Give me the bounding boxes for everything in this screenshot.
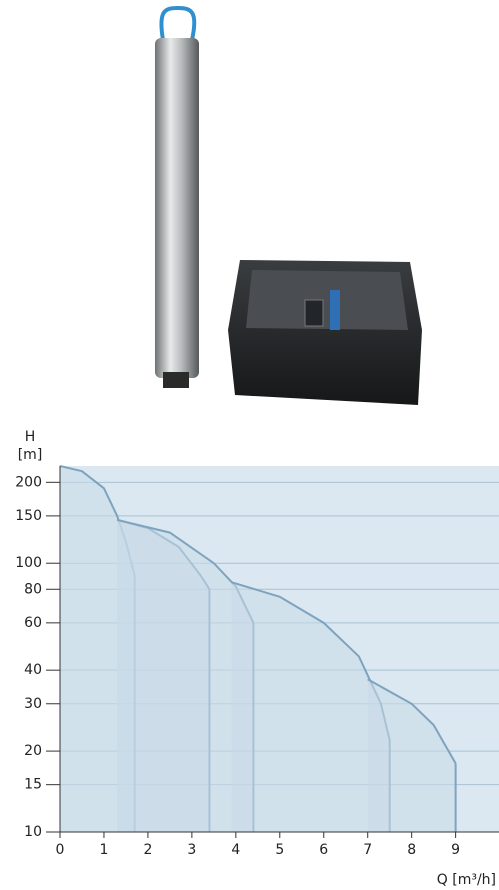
controller-face	[246, 270, 408, 330]
controller-panel	[330, 290, 340, 330]
x-tick-label: 6	[319, 842, 328, 858]
y-axis-unit: [m]	[18, 447, 43, 463]
x-tick-label: 9	[451, 842, 460, 858]
curve	[367, 678, 457, 764]
area	[117, 519, 254, 832]
x-tick-label: 7	[363, 842, 372, 858]
y-tick-label: 80	[24, 581, 42, 597]
y-tick-label: 200	[15, 474, 42, 490]
x-tick-label: 1	[99, 842, 108, 858]
x-tick-label: 5	[275, 842, 284, 858]
x-tick-label: 4	[231, 842, 240, 858]
y-tick-label: 20	[24, 743, 42, 759]
product-photo	[155, 5, 422, 405]
y-tick-label: 40	[24, 662, 42, 678]
area	[367, 679, 456, 832]
pump-foot	[163, 372, 189, 388]
y-tick-label: 60	[24, 615, 42, 631]
pump-body	[155, 38, 199, 378]
controller-display	[304, 299, 324, 327]
y-tick-label: 30	[24, 696, 42, 712]
y-tick-label: 15	[24, 777, 42, 793]
area	[231, 582, 390, 832]
y-tick-label: 150	[15, 508, 42, 524]
area	[60, 466, 135, 832]
y-axis-label: H	[25, 429, 36, 445]
x-tick-label: 8	[407, 842, 416, 858]
y-tick-label: 10	[24, 824, 42, 840]
x-axis-label: Q [m³/h]	[437, 872, 496, 888]
x-tick-label: 3	[187, 842, 196, 858]
x-tick-label: 2	[143, 842, 152, 858]
pump-handle	[159, 5, 197, 41]
x-tick-label: 0	[56, 842, 65, 858]
y-tick-label: 100	[15, 555, 42, 571]
